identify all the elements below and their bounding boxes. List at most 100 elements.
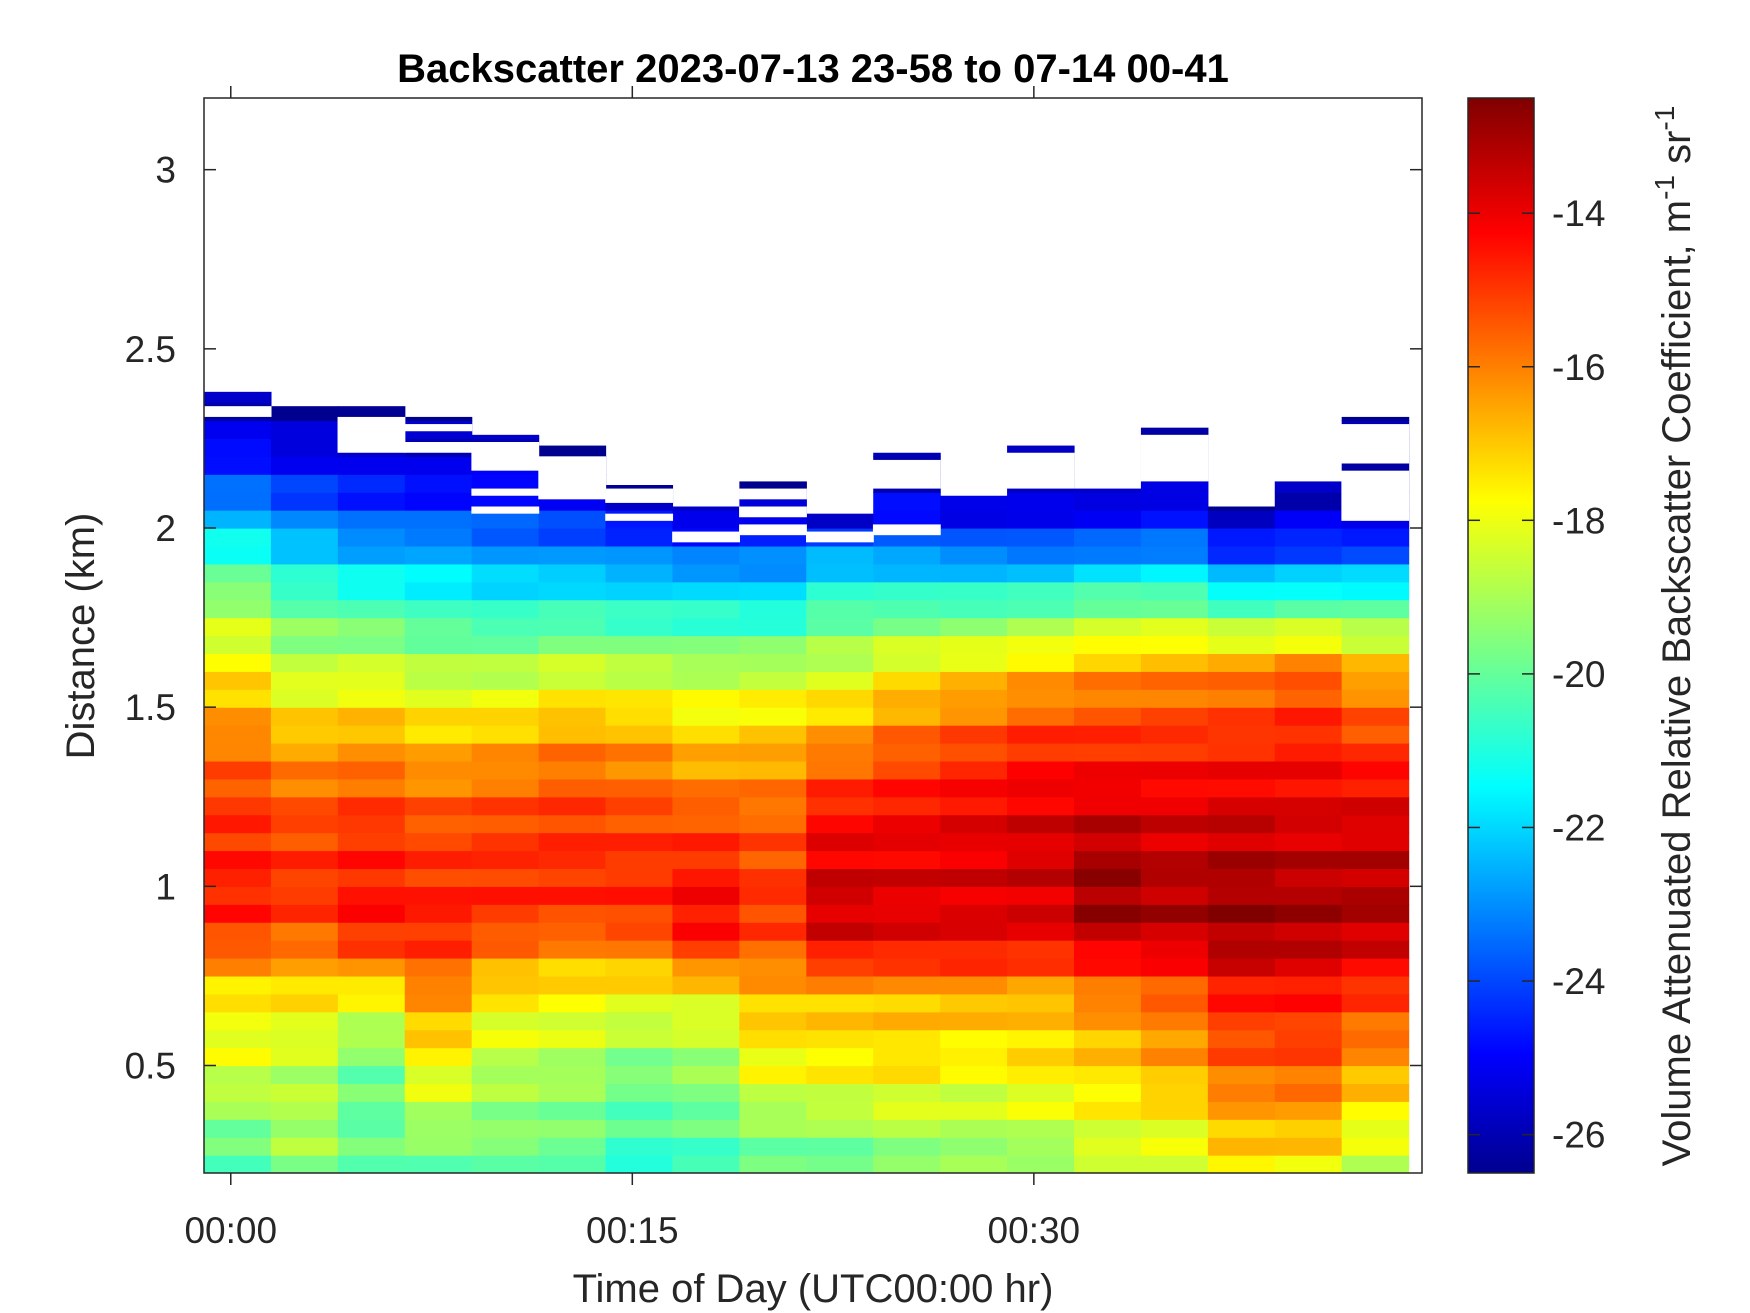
heatmap-cell [1074, 617, 1142, 637]
heatmap-cell [1140, 1065, 1209, 1085]
heatmap-cell [337, 635, 406, 655]
heatmap-cell [204, 1011, 272, 1031]
heatmap-cell [940, 1029, 1008, 1049]
heatmap-cell [940, 940, 1008, 959]
heatmap-cell [739, 975, 807, 995]
heatmap-cell [873, 760, 941, 780]
heatmap-cell [1074, 563, 1142, 583]
heatmap-cell [1341, 1101, 1410, 1120]
heatmap-cell [672, 743, 740, 762]
heatmap-cell [672, 1065, 740, 1085]
heatmap-cell [1274, 1083, 1343, 1102]
heatmap-cell [538, 1029, 607, 1049]
heatmap-cell [270, 975, 339, 995]
heatmap-cell [806, 958, 874, 977]
heatmap-cell [940, 1047, 1008, 1067]
heatmap-cell [1007, 599, 1075, 619]
heatmap-cell [404, 760, 473, 780]
heatmap-cell [1274, 1065, 1343, 1085]
heatmap-cell [337, 958, 406, 977]
heatmap-cell [605, 707, 674, 726]
heatmap-cell [672, 1011, 740, 1031]
heatmap-cell [337, 1155, 406, 1173]
heatmap-cell [404, 886, 473, 905]
colorbar-tick-label: -14 [1552, 193, 1605, 234]
heatmap-cell [337, 617, 406, 637]
heatmap-cell [806, 653, 874, 672]
heatmap-cell [270, 528, 339, 547]
no-data-gap [404, 424, 473, 432]
heatmap-cell [1074, 1047, 1142, 1067]
heatmap-cell [471, 850, 540, 870]
heatmap-cell [1341, 1137, 1410, 1156]
heatmap-cell [605, 975, 674, 995]
heatmap-cell [538, 599, 607, 619]
heatmap-cell [471, 434, 540, 440]
heatmap-cell [873, 778, 941, 798]
heatmap-cell [337, 743, 406, 762]
heatmap-cell [270, 492, 339, 511]
heatmap-cell [1140, 492, 1209, 511]
heatmap-cell [1007, 1101, 1075, 1120]
heatmap-cell [1207, 814, 1276, 834]
heatmap-cell [404, 617, 473, 637]
heatmap-cell [1207, 528, 1276, 547]
heatmap-cell [1074, 922, 1142, 941]
no-data-gap [471, 506, 540, 514]
heatmap-cell [538, 1065, 607, 1085]
heatmap-cell [1341, 528, 1410, 547]
heatmap-cell [1341, 1047, 1410, 1067]
no-data-gap [739, 524, 807, 536]
heatmap-cell [1074, 940, 1142, 959]
heatmap-cell [873, 1083, 941, 1102]
heatmap-cell [404, 868, 473, 887]
heatmap-cell [471, 1137, 540, 1156]
heatmap-cell [940, 617, 1008, 637]
heatmap-cell [672, 599, 740, 619]
heatmap-cell [471, 528, 540, 547]
heatmap-cell [940, 1011, 1008, 1031]
heatmap-cell [1341, 599, 1410, 619]
heatmap-cell [1274, 975, 1343, 995]
heatmap-cell [270, 922, 339, 941]
heatmap-cell [337, 796, 406, 816]
heatmap-cell [204, 868, 272, 887]
heatmap-cell [1007, 492, 1075, 511]
heatmap-cell [1207, 778, 1276, 798]
heatmap-cell [1007, 778, 1075, 798]
heatmap-cell [1207, 1011, 1276, 1031]
heatmap-cell [1007, 653, 1075, 672]
heatmap-cell [471, 1047, 540, 1067]
heatmap-cell [204, 1101, 272, 1120]
heatmap-cell [739, 958, 807, 977]
heatmap-cell [204, 635, 272, 655]
heatmap-cell [1207, 975, 1276, 995]
heatmap-cell [1341, 796, 1410, 816]
heatmap-cell [1274, 528, 1343, 547]
no-data-gap [471, 488, 540, 496]
heatmap-cell [538, 617, 607, 637]
heatmap-cell [337, 707, 406, 726]
heatmap-cell [940, 850, 1008, 870]
heatmap-cell [337, 492, 406, 511]
heatmap-cell [404, 1083, 473, 1102]
heatmap-cell [404, 456, 473, 475]
heatmap-cell [1274, 510, 1343, 529]
heatmap-cell [739, 671, 807, 690]
heatmap-cell [404, 940, 473, 959]
heatmap-cell [404, 796, 473, 816]
heatmap-cell [337, 832, 406, 852]
heatmap-cell [940, 975, 1008, 995]
heatmap-cell [739, 760, 807, 780]
heatmap-cell [873, 563, 941, 583]
heatmap-cell [1341, 1065, 1410, 1085]
heatmap-cell [739, 743, 807, 762]
heatmap-cell [1274, 1155, 1343, 1173]
heatmap-cell [1007, 581, 1075, 601]
heatmap-cell [538, 778, 607, 798]
heatmap-cell [605, 671, 674, 690]
heatmap-cell [1274, 689, 1343, 708]
heatmap-cell [1074, 528, 1142, 547]
heatmap-cell [337, 1083, 406, 1102]
heatmap-cell [270, 796, 339, 816]
